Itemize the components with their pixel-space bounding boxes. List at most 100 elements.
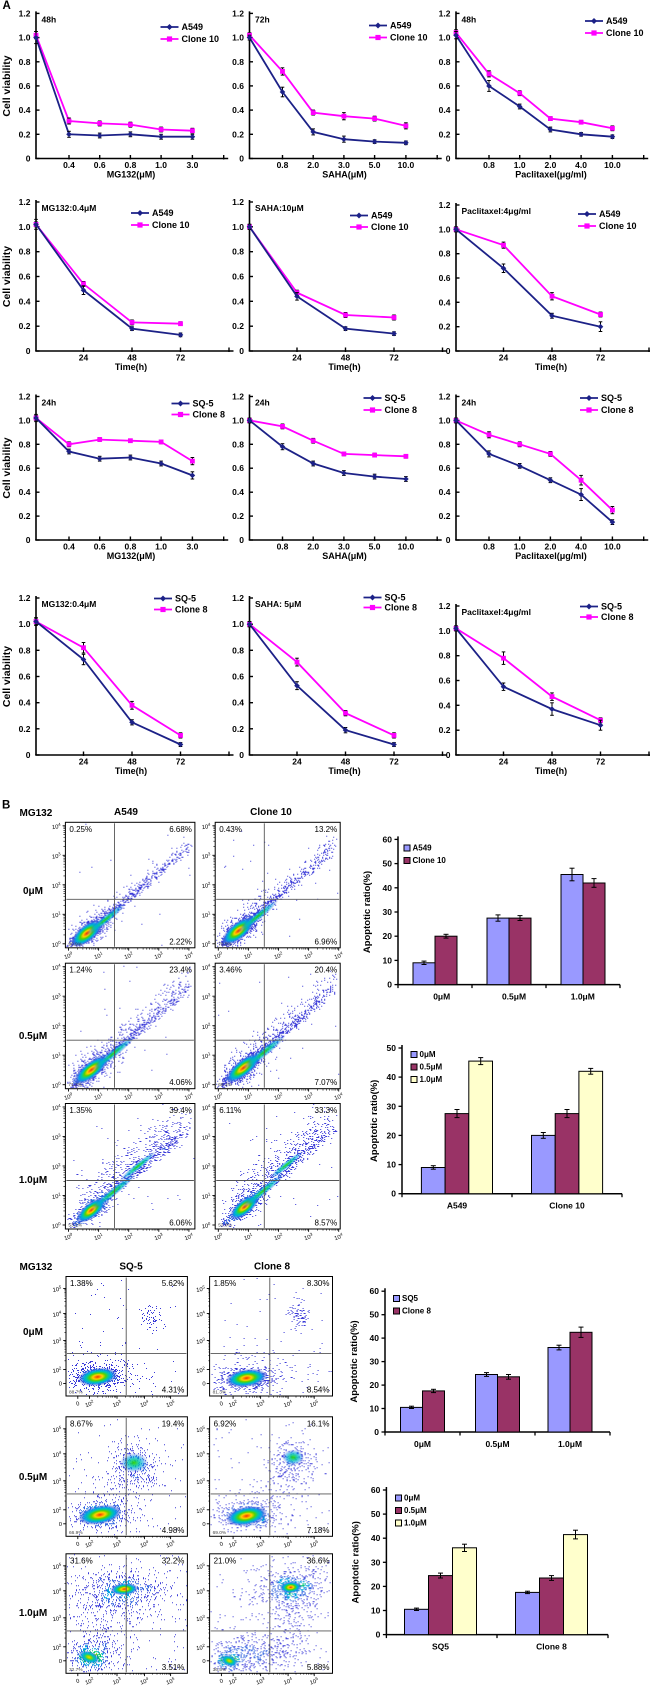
svg-text:8.67%: 8.67% <box>70 1419 93 1428</box>
svg-text:0.5μM: 0.5μM <box>485 1439 509 1449</box>
svg-text:66.9%: 66.9% <box>69 1530 83 1536</box>
svg-text:104: 104 <box>51 963 62 973</box>
svg-text:104: 104 <box>183 950 195 961</box>
svg-text:104: 104 <box>333 950 345 961</box>
svg-text:104: 104 <box>282 1676 294 1687</box>
svg-text:Time(h): Time(h) <box>328 766 360 776</box>
svg-text:Cell viability: Cell viability <box>1 55 13 116</box>
svg-text:2.0: 2.0 <box>544 542 556 552</box>
svg-text:0.2: 0.2 <box>439 129 451 139</box>
svg-text:24: 24 <box>499 757 509 767</box>
svg-text:Time(h): Time(h) <box>328 362 360 372</box>
svg-text:105: 105 <box>196 1562 207 1572</box>
svg-text:102: 102 <box>123 950 135 961</box>
svg-text:0.4: 0.4 <box>232 698 244 708</box>
svg-text:102: 102 <box>51 1022 62 1032</box>
svg-text:101: 101 <box>93 1231 105 1242</box>
svg-text:Apoptotic ratio(%): Apoptotic ratio(%) <box>349 1320 360 1402</box>
svg-text:0.8: 0.8 <box>439 57 451 67</box>
svg-text:24h: 24h <box>255 398 270 408</box>
svg-text:SAHA: 5μM: SAHA: 5μM <box>255 599 301 609</box>
svg-text:10.0: 10.0 <box>398 542 415 552</box>
svg-text:20.4%: 20.4% <box>315 966 338 975</box>
svg-text:0.4: 0.4 <box>19 487 31 497</box>
svg-text:2.0: 2.0 <box>307 160 319 170</box>
svg-text:6.06%: 6.06% <box>169 1219 192 1228</box>
svg-text:7.07%: 7.07% <box>315 1078 338 1087</box>
svg-text:0: 0 <box>239 346 244 356</box>
svg-text:0.6: 0.6 <box>19 463 31 473</box>
svg-text:102: 102 <box>201 881 212 891</box>
svg-text:1.0: 1.0 <box>232 222 244 232</box>
svg-text:0.8: 0.8 <box>483 160 495 170</box>
svg-text:1.2: 1.2 <box>19 197 31 207</box>
svg-text:2.0: 2.0 <box>544 160 556 170</box>
svg-text:0.6: 0.6 <box>232 81 244 91</box>
svg-text:3.0: 3.0 <box>186 160 198 170</box>
svg-text:Clone 8: Clone 8 <box>385 603 418 613</box>
svg-text:50: 50 <box>370 1310 380 1320</box>
svg-text:MG132: MG132 <box>20 1262 53 1273</box>
svg-text:104: 104 <box>201 1103 212 1113</box>
svg-text:72: 72 <box>389 757 399 767</box>
svg-text:1.2: 1.2 <box>439 8 451 18</box>
svg-text:0: 0 <box>26 346 31 356</box>
svg-text:0μM: 0μM <box>23 1327 43 1338</box>
svg-text:48h: 48h <box>42 14 57 24</box>
svg-text:0: 0 <box>219 1541 224 1548</box>
svg-text:60: 60 <box>370 1286 380 1296</box>
svg-text:A549: A549 <box>390 21 412 31</box>
svg-text:103: 103 <box>201 851 212 861</box>
svg-text:4.0: 4.0 <box>575 160 587 170</box>
svg-text:48h: 48h <box>462 14 477 24</box>
svg-text:32.2%: 32.2% <box>162 1556 185 1565</box>
svg-text:0: 0 <box>75 1678 80 1685</box>
svg-text:1.0: 1.0 <box>439 415 451 425</box>
svg-text:Time(h): Time(h) <box>535 766 567 776</box>
svg-text:48: 48 <box>127 757 137 767</box>
svg-text:20: 20 <box>371 1581 381 1591</box>
svg-text:105: 105 <box>52 1284 63 1294</box>
svg-text:Clone 10: Clone 10 <box>606 28 644 38</box>
svg-text:103: 103 <box>255 1676 267 1687</box>
svg-text:Cell viability: Cell viability <box>1 437 13 498</box>
svg-text:103: 103 <box>255 1398 267 1409</box>
svg-text:30: 30 <box>370 1357 380 1367</box>
svg-text:B: B <box>2 800 10 812</box>
svg-text:0.8: 0.8 <box>19 439 31 449</box>
svg-text:103: 103 <box>153 950 165 961</box>
svg-text:69.1%: 69.1% <box>218 1082 232 1088</box>
svg-text:A549: A549 <box>599 209 621 219</box>
svg-text:24h: 24h <box>462 398 477 408</box>
svg-text:103: 103 <box>201 1132 212 1142</box>
svg-text:1.24%: 1.24% <box>69 966 92 975</box>
svg-text:8.57%: 8.57% <box>315 1219 338 1228</box>
svg-text:40: 40 <box>387 1072 397 1082</box>
svg-text:104: 104 <box>139 1539 151 1550</box>
svg-text:1.0: 1.0 <box>19 33 31 43</box>
svg-text:0.8: 0.8 <box>277 542 289 552</box>
svg-text:71.2%: 71.2% <box>68 1082 82 1088</box>
svg-text:101: 101 <box>243 950 255 961</box>
svg-text:24: 24 <box>499 353 509 363</box>
svg-text:52.0%: 52.0% <box>218 1223 232 1229</box>
svg-text:103: 103 <box>303 1091 315 1102</box>
svg-text:0.6: 0.6 <box>232 272 244 282</box>
svg-text:72: 72 <box>176 757 186 767</box>
svg-text:53.2%: 53.2% <box>68 1223 82 1229</box>
svg-text:0.2: 0.2 <box>19 321 31 331</box>
svg-text:Clone 8: Clone 8 <box>385 405 418 415</box>
svg-text:0.2: 0.2 <box>19 724 31 734</box>
svg-text:SQ-5: SQ-5 <box>119 1262 143 1273</box>
svg-text:6.92%: 6.92% <box>214 1419 237 1428</box>
svg-text:102: 102 <box>227 1539 239 1550</box>
svg-text:103: 103 <box>303 950 315 961</box>
svg-text:48: 48 <box>341 757 351 767</box>
svg-text:MG132(μM): MG132(μM) <box>107 170 156 180</box>
svg-text:SQ-5: SQ-5 <box>601 393 622 403</box>
svg-text:10.0: 10.0 <box>398 160 415 170</box>
svg-text:Paclitaxel(μg/ml): Paclitaxel(μg/ml) <box>515 170 587 180</box>
svg-text:SQ-5: SQ-5 <box>193 399 214 409</box>
svg-text:104: 104 <box>139 1676 151 1687</box>
svg-text:0.6: 0.6 <box>232 672 244 682</box>
